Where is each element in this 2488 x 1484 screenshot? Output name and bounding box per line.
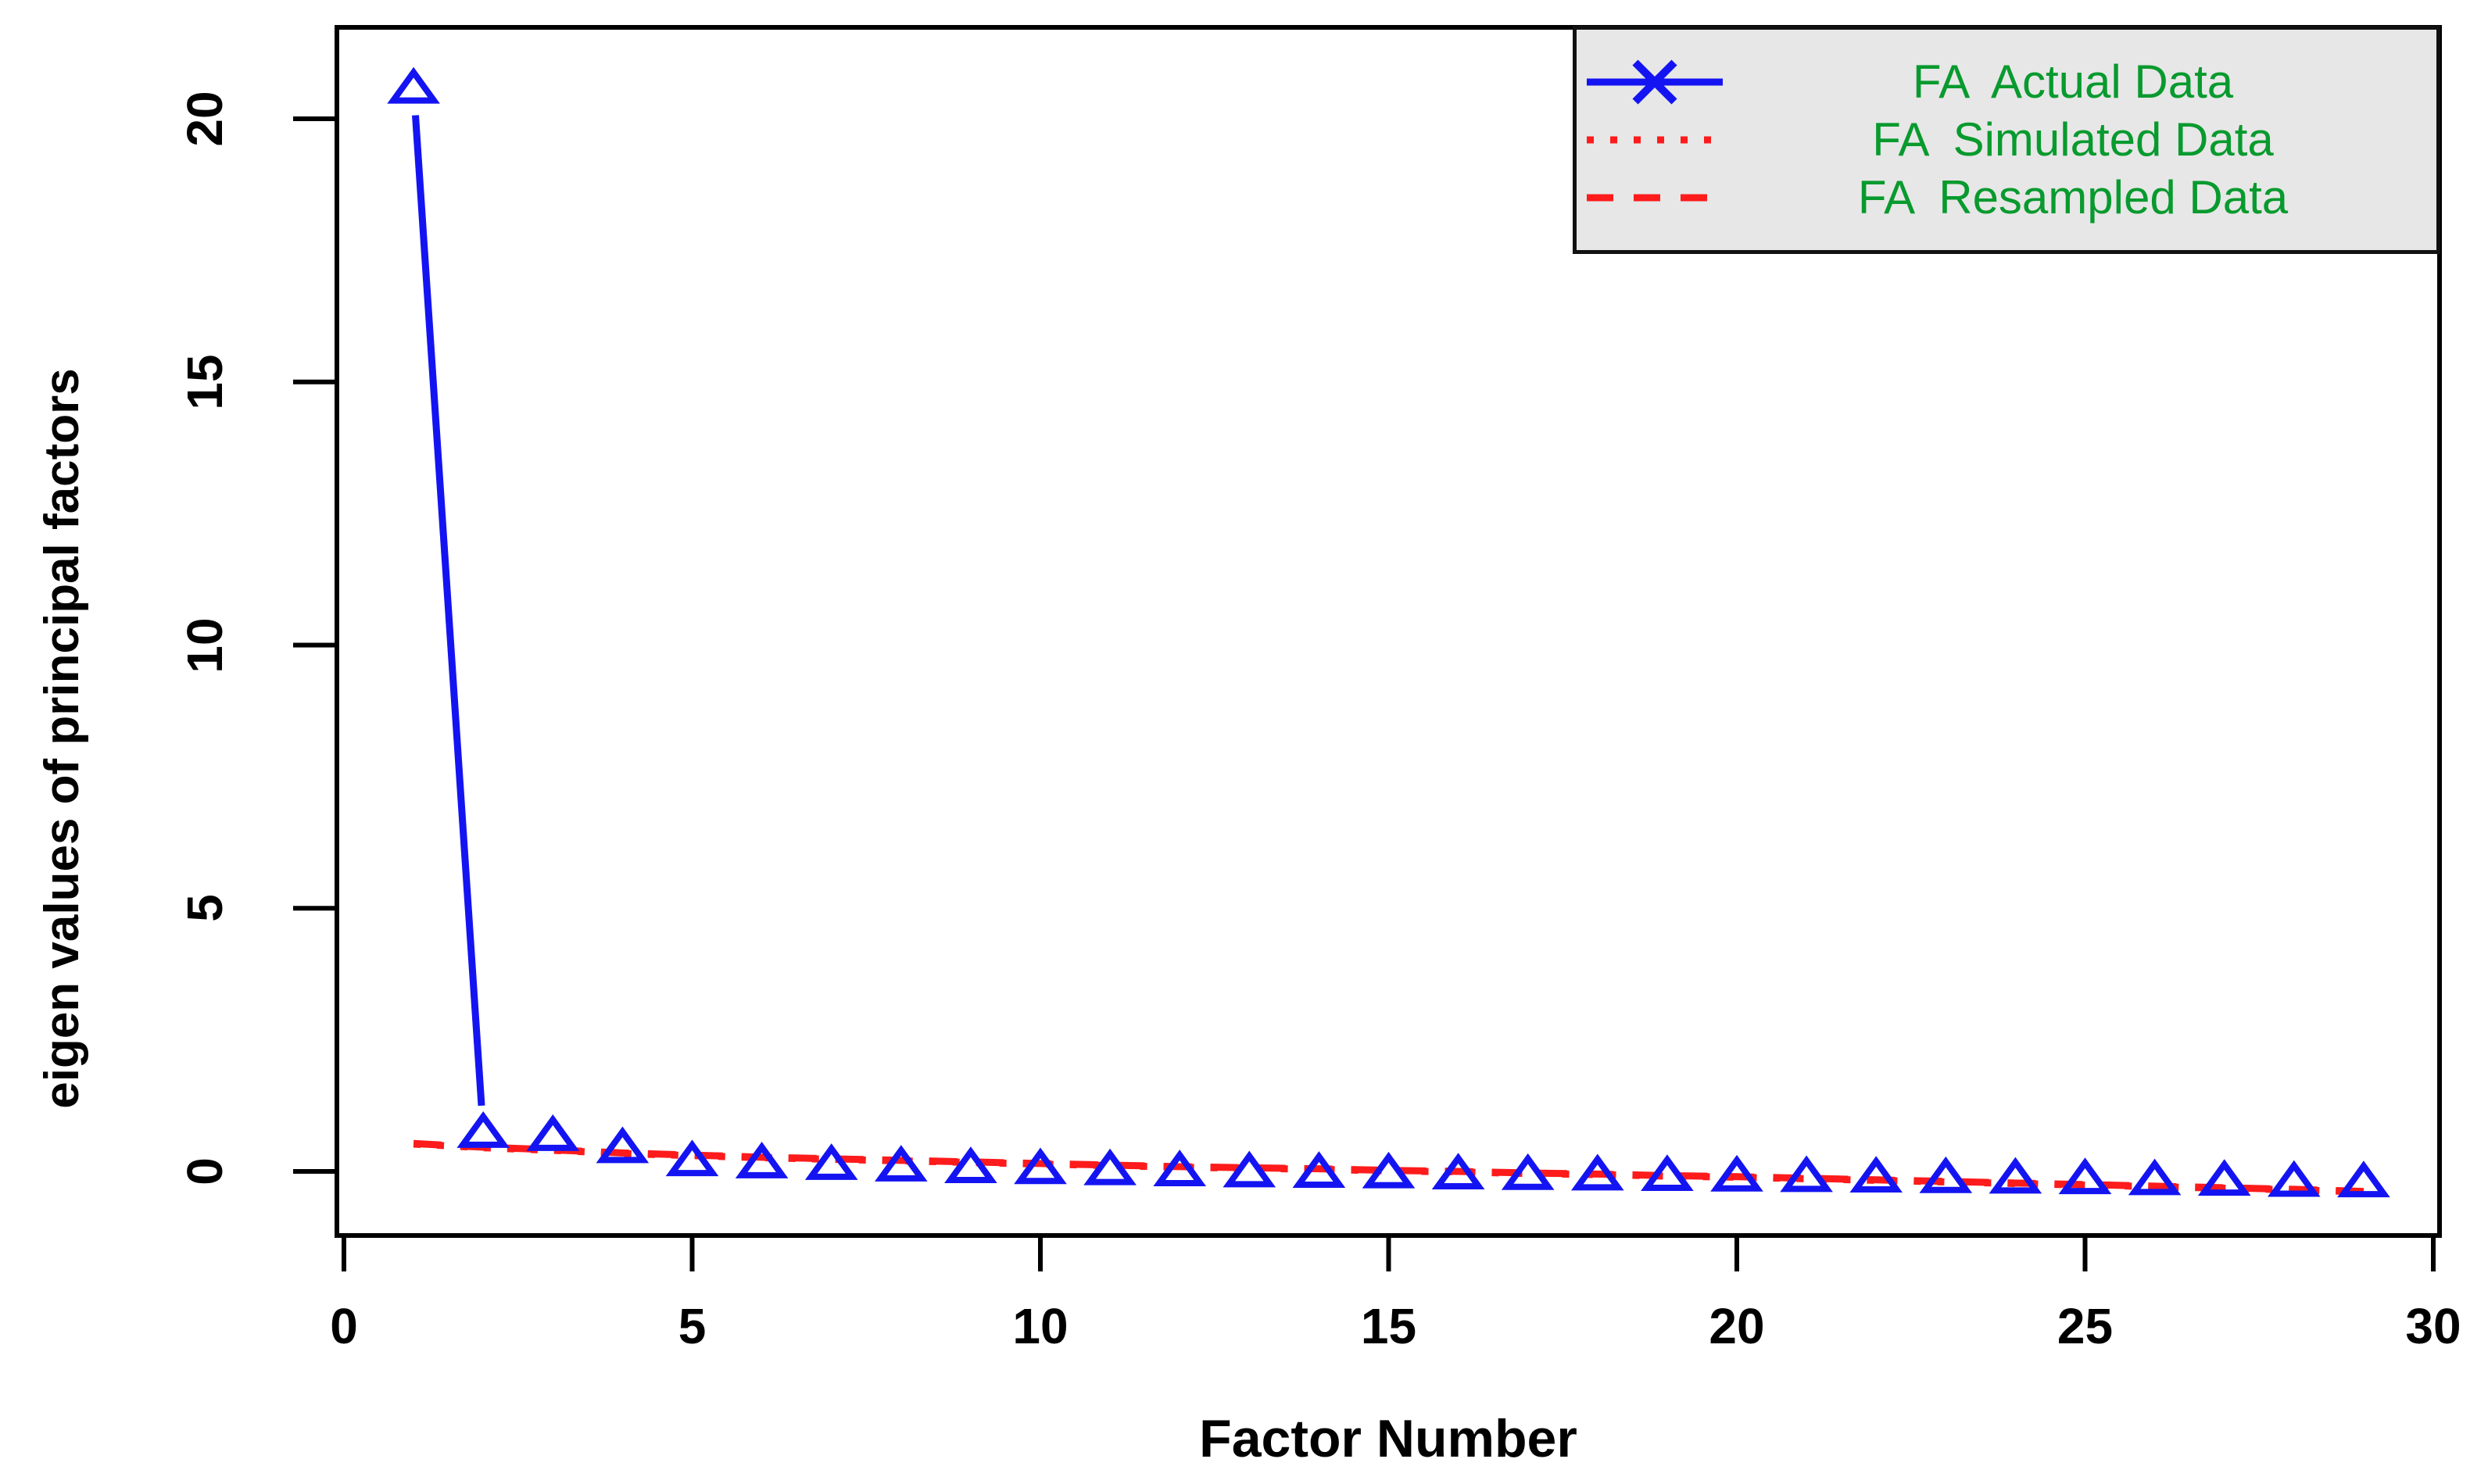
y-tick-label: 5 xyxy=(177,894,233,923)
triangle-marker xyxy=(387,66,440,104)
triangle-marker xyxy=(874,1145,928,1182)
x-tick-label: 15 xyxy=(1360,1298,1417,1354)
y-axis-label: eigen values of principal factors xyxy=(35,368,89,1109)
triangle-marker xyxy=(944,1146,997,1183)
triangle-marker xyxy=(1153,1150,1207,1186)
legend-item-2: FA Resampled Data xyxy=(1577,169,2436,227)
triangle-marker xyxy=(2267,1160,2321,1197)
triangle-marker xyxy=(2197,1159,2251,1196)
triangle-marker xyxy=(1919,1156,1973,1193)
triangle-marker xyxy=(2058,1157,2112,1195)
triangle-marker xyxy=(1710,1154,1763,1192)
triangle-marker xyxy=(1570,1153,1624,1191)
legend-swatch-dotted-line xyxy=(1587,136,1723,144)
x-tick-label: 0 xyxy=(330,1298,358,1354)
legend-label: FA Actual Data xyxy=(1912,55,2234,108)
triangle-marker xyxy=(1780,1155,1833,1193)
triangle-marker xyxy=(735,1142,789,1178)
triangle-marker xyxy=(1014,1147,1067,1185)
x-axis-tick-marks xyxy=(342,1235,2436,1271)
triangle-marker xyxy=(2128,1158,2182,1196)
triangle-marker xyxy=(1292,1151,1346,1188)
triangle-marker xyxy=(1849,1156,1903,1193)
triangle-marker xyxy=(1641,1154,1694,1192)
triangle-marker xyxy=(1989,1157,2042,1194)
triangle-marker xyxy=(1362,1151,1416,1189)
legend-label: FA Simulated Data xyxy=(1872,113,2274,166)
triangle-marker xyxy=(2337,1160,2390,1198)
x-tick-label: 5 xyxy=(678,1298,707,1354)
legend-label: FA Resampled Data xyxy=(1857,171,2289,223)
x-tick-label: 20 xyxy=(1709,1298,1765,1354)
y-axis-tick-marks xyxy=(293,116,337,1174)
y-tick-label: 10 xyxy=(177,617,233,674)
legend-swatch xyxy=(1577,169,1733,227)
x-tick-label: 30 xyxy=(2405,1298,2461,1354)
x-tick-label: 10 xyxy=(1012,1298,1069,1354)
triangle-marker xyxy=(665,1139,719,1177)
series-fa-actual-line-and-markers xyxy=(387,66,2390,1198)
triangle-marker xyxy=(1501,1153,1555,1190)
legend-item-1: FA Simulated Data xyxy=(1577,111,2436,169)
legend-swatch xyxy=(1577,53,1733,111)
x-axis-label: Factor Number xyxy=(1199,1409,1577,1468)
legend-swatch-solid-line-with-x xyxy=(1587,59,1723,105)
y-tick-label: 0 xyxy=(177,1157,233,1185)
legend-swatch-dashed-line xyxy=(1587,194,1723,202)
triangle-marker xyxy=(1431,1153,1485,1190)
triangle-marker xyxy=(1223,1150,1276,1188)
triangle-marker xyxy=(804,1143,858,1180)
legend-swatch xyxy=(1577,111,1733,169)
legend: FA Actual Data FA Simulated Data FA Resamp… xyxy=(1573,26,2440,254)
legend-item-0: FA Actual Data xyxy=(1577,53,2436,111)
triangle-marker xyxy=(456,1110,510,1148)
triangle-marker xyxy=(1083,1148,1137,1185)
x-marker-icon xyxy=(1632,59,1677,105)
y-tick-label: 15 xyxy=(177,354,233,410)
triangle-marker xyxy=(596,1126,650,1164)
triangle-marker xyxy=(526,1114,580,1151)
x-tick-label: 25 xyxy=(2057,1298,2114,1354)
y-tick-label: 20 xyxy=(177,91,233,147)
fa-actual-line-segment xyxy=(412,115,485,1107)
